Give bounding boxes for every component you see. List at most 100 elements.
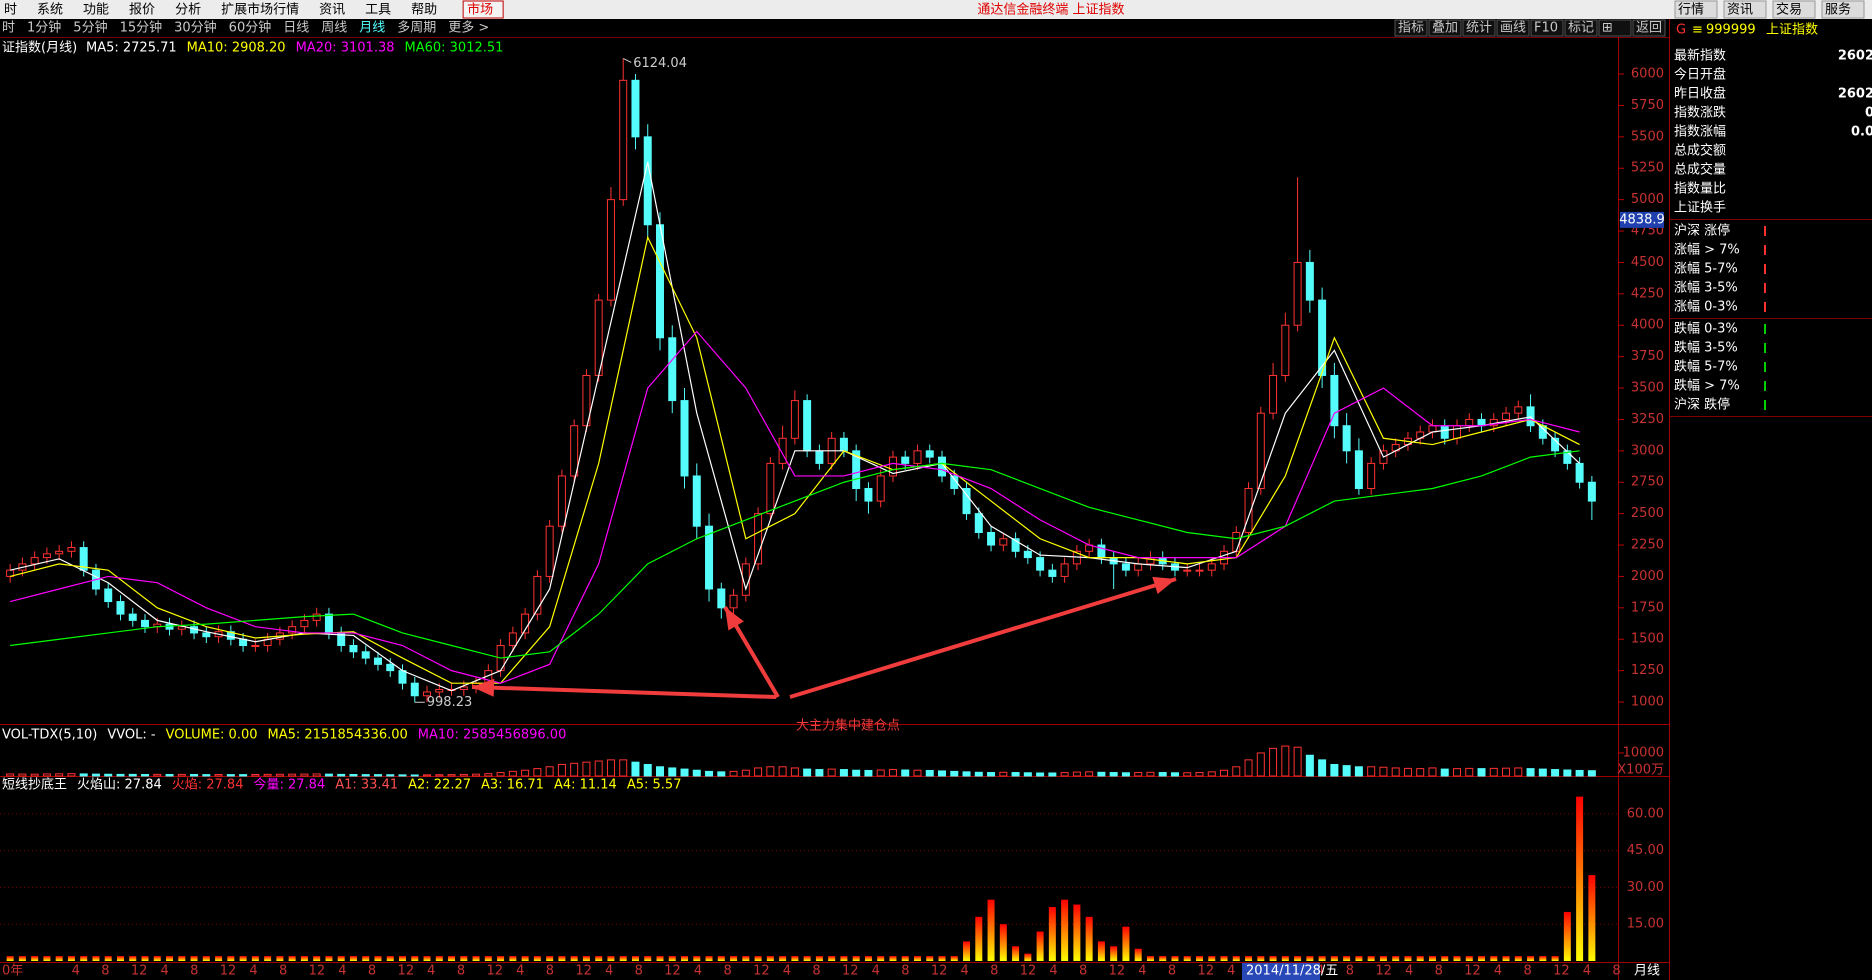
flame-bar (472, 956, 480, 961)
menu-item[interactable]: 系统 (37, 3, 63, 18)
candle-body (557, 475, 566, 527)
flame-bar (828, 956, 836, 961)
flame-bar (1514, 956, 1522, 961)
period-button[interactable]: 15分钟 (120, 20, 163, 36)
menu-item[interactable]: 工具 (365, 3, 391, 18)
x-tick-label: 4 (1316, 964, 1324, 979)
side-tab[interactable] (1674, 0, 1718, 19)
menu-item[interactable]: 扩展市场行情 (221, 2, 299, 18)
annotation-text: 大主力集中建仓点 (796, 718, 900, 734)
period-button[interactable]: 多周期 (397, 20, 436, 36)
tool-label[interactable]: ⊞ (1602, 21, 1613, 36)
volume-bar (864, 769, 873, 777)
flame-bar (300, 956, 308, 961)
candle-body (1134, 563, 1143, 571)
tool-label[interactable]: 统计 (1466, 21, 1492, 36)
flame-bar (1478, 956, 1486, 961)
tool-button[interactable] (1564, 19, 1598, 37)
tool-label[interactable]: 画线 (1500, 21, 1526, 36)
menu-item[interactable]: 分析 (175, 3, 201, 18)
tool-label[interactable]: F10 (1534, 21, 1558, 36)
tool-button[interactable] (1428, 19, 1462, 37)
menu-item[interactable]: 帮助 (411, 3, 437, 18)
flame-bar (423, 956, 431, 961)
menu-item[interactable]: 时 (4, 3, 17, 18)
menu-item[interactable]: 功能 (83, 3, 109, 18)
quote-label: 指数量比 (1674, 182, 1726, 197)
candle-body (1354, 450, 1363, 490)
volume-bar (55, 773, 64, 777)
candle-body (668, 337, 677, 402)
period-button[interactable]: 5分钟 (73, 20, 107, 36)
side-tab-label[interactable]: 行情 (1678, 3, 1704, 18)
market-button[interactable] (462, 0, 504, 19)
legend-item: MA10: 2908.20 (187, 41, 286, 56)
flame-bar (349, 956, 357, 961)
menu-item[interactable]: 报价 (129, 3, 155, 18)
side-tab[interactable] (1821, 0, 1865, 19)
tool-label[interactable]: 标记 (1568, 21, 1594, 36)
candle-body (1563, 450, 1572, 464)
flame-bar (1306, 956, 1314, 961)
candle-body (1342, 425, 1351, 452)
ma-line (10, 450, 1580, 659)
volume-bar (1538, 768, 1547, 777)
volume-bar (1085, 771, 1094, 777)
volume-bar (1526, 768, 1535, 777)
volume-bar (852, 769, 861, 777)
high-label: 6124.04 (633, 56, 687, 71)
market-label[interactable]: 市场 (467, 2, 493, 18)
tool-label[interactable]: 返回 (1636, 21, 1662, 36)
volume-bar (1575, 769, 1584, 777)
side-tab-label[interactable]: 资讯 (1727, 3, 1753, 18)
flame-bar (766, 956, 774, 961)
period-button[interactable]: 月线 (359, 21, 385, 36)
flame-bar (1085, 916, 1093, 961)
flame-bar (1048, 907, 1056, 961)
period-button[interactable]: 更多 > (448, 20, 489, 36)
period-button[interactable]: 1分钟 (27, 20, 61, 36)
flame-bar (693, 956, 701, 961)
volume-bar (361, 774, 370, 777)
flame-bar (681, 956, 689, 961)
candle-body (925, 450, 934, 458)
tool-button[interactable] (1496, 19, 1530, 37)
volume-bar (1207, 771, 1216, 777)
legend-item: A3: 16.71 (481, 778, 544, 793)
x-tick-label: 4 (605, 964, 613, 979)
tool-button[interactable] (1462, 19, 1496, 37)
flame-bar (901, 956, 909, 961)
period-button[interactable]: 60分钟 (229, 20, 272, 36)
tool-button[interactable] (1632, 19, 1666, 37)
candle-body (251, 645, 260, 648)
menu-item[interactable]: 资讯 (319, 3, 345, 18)
legend-item: 短线抄底王 (2, 777, 67, 793)
period-button[interactable]: 日线 (283, 21, 309, 36)
x-tick-label: 4 (872, 964, 880, 979)
side-tab-label[interactable]: 交易 (1776, 2, 1802, 18)
tool-label[interactable]: 叠加 (1432, 21, 1458, 36)
flame-bar (1245, 956, 1253, 961)
tool-button[interactable] (1598, 19, 1632, 37)
candle-body (839, 437, 848, 452)
period-button[interactable]: 30分钟 (174, 20, 217, 36)
flame-bar (1379, 956, 1387, 961)
period-button[interactable]: 周线 (321, 21, 347, 36)
flame-bar (546, 956, 554, 961)
flame-bar (999, 924, 1007, 961)
x-tick-label: 8 (101, 964, 109, 979)
volume-bar (1244, 759, 1253, 777)
tool-button[interactable] (1530, 19, 1564, 37)
tool-label[interactable]: 指标 (1398, 21, 1424, 36)
side-tab-label[interactable]: 服务 (1825, 2, 1851, 18)
volume-bar (435, 774, 444, 777)
tool-button[interactable] (1394, 19, 1428, 37)
flame-bar (92, 956, 100, 961)
legend-item: MA60: 3012.51 (405, 41, 504, 56)
volume-bar (116, 773, 125, 777)
side-tab[interactable] (1723, 0, 1767, 19)
period-button[interactable]: 时 (2, 21, 15, 36)
side-tab[interactable] (1772, 0, 1816, 19)
flame-bar (55, 956, 63, 961)
volume-bar (1256, 752, 1265, 777)
